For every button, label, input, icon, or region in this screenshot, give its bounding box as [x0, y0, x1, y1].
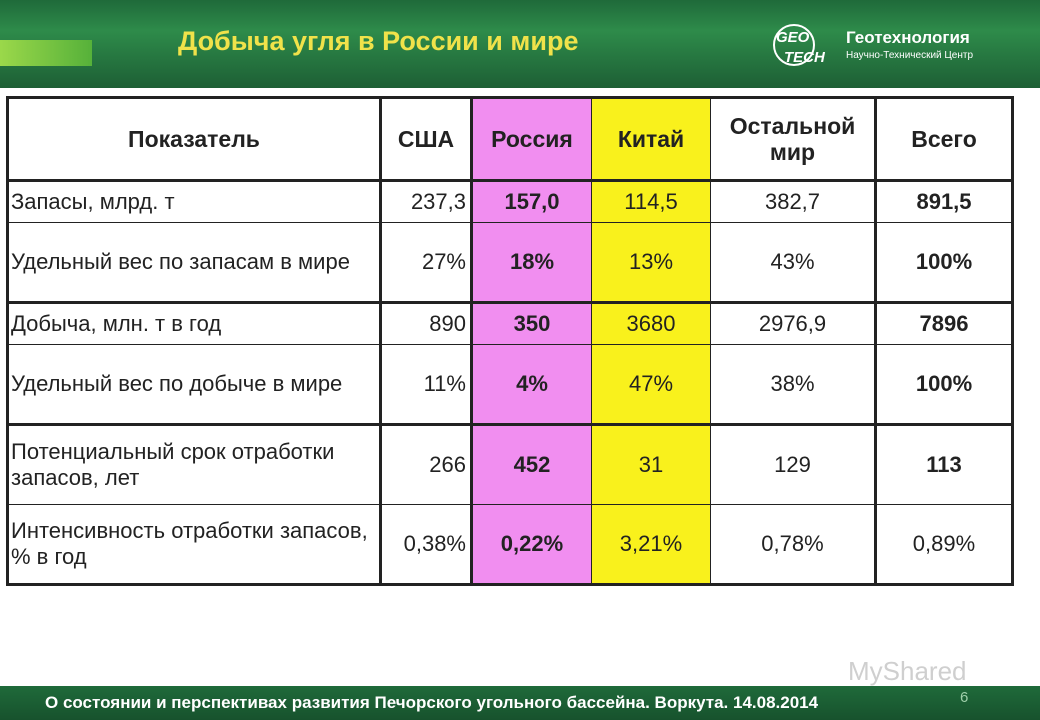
cell-china: 13% [591, 222, 711, 304]
cell-total: 891,5 [874, 180, 1013, 223]
cell-russia: 350 [471, 302, 592, 345]
geotech-logo-icon: GEO TECH [773, 24, 826, 66]
logo-subtitle: Научно-Технический Центр [846, 50, 974, 61]
cell-total: 0,89% [874, 504, 1013, 585]
cell-russia: 452 [471, 424, 592, 505]
cell-rest: 129 [710, 424, 876, 505]
cell-usa: 0,38% [380, 504, 473, 585]
table-header-row: Показатель США Россия Китай Остальной ми… [7, 97, 1013, 182]
geotech-logo: GEO TECH Геотехнология Научно-Технически… [772, 22, 1012, 68]
cell-total: 113 [874, 424, 1013, 505]
cell-russia: 157,0 [471, 180, 592, 223]
cell-total: 7896 [874, 302, 1013, 345]
header-accent-stripe [0, 40, 92, 66]
cell-usa: 266 [380, 424, 473, 505]
cell-russia: 18% [471, 222, 592, 304]
header-usa: США [380, 97, 473, 182]
cell-rest: 0,78% [710, 504, 876, 585]
table-row: Потенциальный срок отработки запасов, ле… [7, 424, 1013, 505]
header-rest-of-world: Остальной мир [710, 97, 876, 182]
cell-total: 100% [874, 222, 1013, 304]
slide-header: Добыча угля в России и мире GEO TECH Гео… [0, 0, 1040, 88]
cell-china: 3,21% [591, 504, 711, 585]
cell-china: 31 [591, 424, 711, 505]
watermark: MyShared [848, 656, 967, 686]
slide-footer: О состоянии и перспективах развития Печо… [0, 686, 1040, 720]
footer-text: О состоянии и перспективах развития Печо… [45, 693, 819, 712]
cell-usa: 890 [380, 302, 473, 345]
header-china: Китай [591, 97, 711, 182]
logo-mark-bottom: TECH [784, 49, 826, 66]
table-row: Удельный вес по запасам в мире 27% 18% 1… [7, 222, 1013, 304]
table-row: Запасы, млрд. т 237,3 157,0 114,5 382,7 … [7, 180, 1013, 223]
cell-china: 3680 [591, 302, 711, 345]
row-label: Удельный вес по добыче в мире [7, 344, 382, 426]
cell-usa: 27% [380, 222, 473, 304]
cell-china: 114,5 [591, 180, 711, 223]
table-row: Удельный вес по добыче в мире 11% 4% 47%… [7, 344, 1013, 426]
table-row: Интенсивность отработки запасов, % в год… [7, 504, 1013, 585]
cell-rest: 382,7 [710, 180, 876, 223]
cell-china: 47% [591, 344, 711, 426]
cell-usa: 237,3 [380, 180, 473, 223]
header-total: Всего [874, 97, 1013, 182]
table-row: Добыча, млн. т в год 890 350 3680 2976,9… [7, 302, 1013, 345]
cell-usa: 11% [380, 344, 473, 426]
row-label: Удельный вес по запасам в мире [7, 222, 382, 304]
cell-rest: 38% [710, 344, 876, 426]
cell-total: 100% [874, 344, 1013, 426]
header-indicator: Показатель [7, 97, 382, 182]
logo-brand-name: Геотехнология [846, 28, 970, 47]
slide-title: Добыча угля в России и мире [178, 26, 579, 56]
row-label: Запасы, млрд. т [7, 180, 382, 223]
row-label: Потенциальный срок отработки запасов, ле… [7, 424, 382, 505]
row-label: Добыча, млн. т в год [7, 302, 382, 345]
cell-rest: 2976,9 [710, 302, 876, 345]
cell-russia: 4% [471, 344, 592, 426]
header-russia: Россия [471, 97, 592, 182]
row-label: Интенсивность отработки запасов, % в год [7, 504, 382, 585]
page-number: 6 [960, 689, 969, 706]
cell-russia: 0,22% [471, 504, 592, 585]
coal-data-table: Показатель США Россия Китай Остальной ми… [6, 96, 1014, 586]
logo-mark-top: GEO [776, 29, 810, 46]
cell-rest: 43% [710, 222, 876, 304]
